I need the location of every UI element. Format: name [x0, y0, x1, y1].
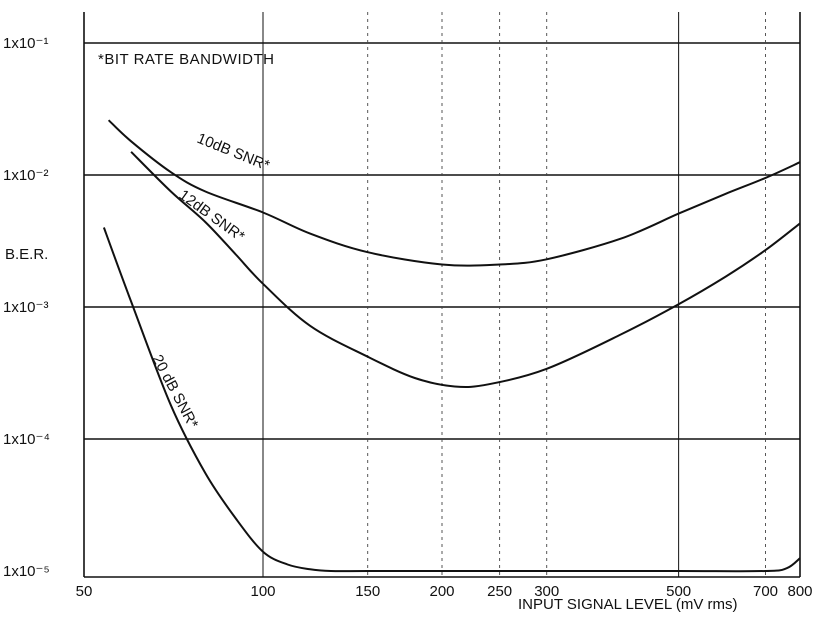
x-tick-label: 300	[534, 583, 559, 600]
x-axis-label: INPUT SIGNAL LEVEL (mV rms)	[518, 596, 738, 613]
series-line-3	[102, 227, 801, 573]
curves	[102, 119, 801, 573]
series-label-2: 12dB SNR*	[176, 186, 248, 245]
series-label-3: 20 dB SNR*	[148, 352, 201, 432]
x-tick-label: 800	[787, 583, 812, 600]
x-tick-label: 100	[250, 583, 275, 600]
y-axis-label: B.E.R.	[5, 246, 48, 263]
y-tick-label: 1x10⁻³	[3, 299, 48, 316]
x-tick-label: 500	[666, 583, 691, 600]
x-tick-label: 700	[753, 583, 778, 600]
y-tick-label: 1x10⁻²	[3, 167, 48, 184]
series-label-1: 10dB SNR*	[195, 130, 273, 175]
bandwidth-note: *BIT RATE BANDWIDTH	[98, 51, 274, 68]
x-tick-label: 50	[76, 583, 93, 600]
series-line-1	[107, 119, 801, 267]
y-tick-label: 1x10⁻¹	[3, 35, 48, 52]
x-tick-label: 150	[355, 583, 380, 600]
series-line-2	[130, 151, 801, 389]
x-tick-label: 250	[487, 583, 512, 600]
y-tick-label: 1x10⁻⁵	[3, 563, 50, 580]
x-tick-label: 200	[429, 583, 454, 600]
y-tick-label: 1x10⁻⁴	[3, 431, 50, 448]
grid: 1x10⁻¹ 1x10⁻² 1x10⁻³ 1x10⁻⁴ 1x10⁻⁵ 50 100 150 20…	[3, 12, 813, 600]
